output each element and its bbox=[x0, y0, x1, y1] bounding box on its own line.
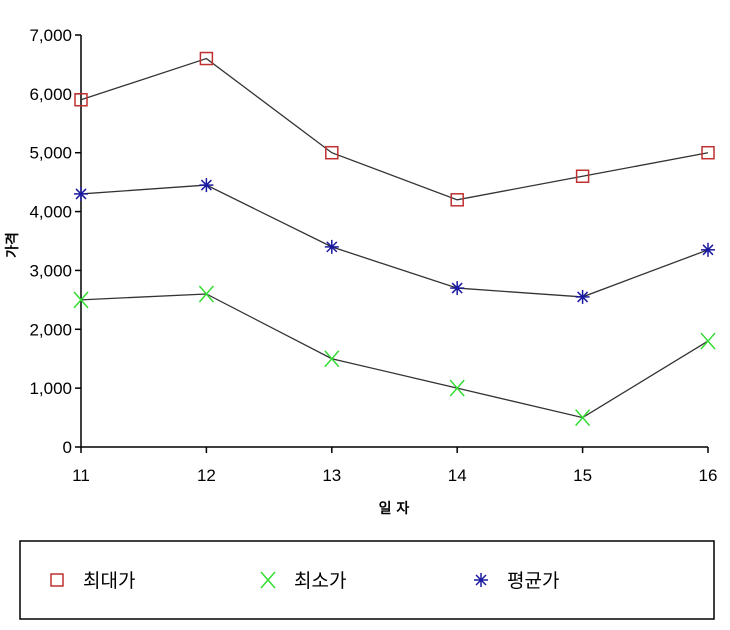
data-point-2 bbox=[324, 350, 340, 368]
series-layer bbox=[73, 51, 716, 427]
data-point-2 bbox=[575, 409, 591, 427]
data-point-3 bbox=[450, 281, 465, 296]
x-tick-label: 11 bbox=[72, 466, 90, 485]
x-axis-title: 일 자 bbox=[379, 501, 410, 517]
y-tick-label: 1,000 bbox=[29, 379, 72, 398]
y-tick-label: 7,000 bbox=[29, 26, 72, 45]
legend-box bbox=[19, 540, 715, 620]
x-axis-ticks: 11 12 13 14 15 16 bbox=[72, 447, 717, 485]
data-point-1 bbox=[450, 193, 464, 207]
legend-item-1: 최대가 bbox=[50, 570, 135, 592]
legend-label-3: 평균가 bbox=[507, 570, 559, 592]
y-axis-ticks: 0 1,000 2,000 3,000 4,000 5,000 6,000 7,000 bbox=[29, 26, 81, 457]
series-line-3 bbox=[80, 184, 709, 298]
data-point-3 bbox=[74, 186, 88, 201]
legend-item-3: 평균가 bbox=[474, 570, 559, 592]
legend-label-2: 최소가 bbox=[294, 570, 346, 592]
y-tick-label: 3,000 bbox=[29, 261, 72, 280]
legend-marker-1 bbox=[50, 573, 64, 587]
data-point-2 bbox=[700, 332, 716, 350]
legend-marker-3 bbox=[474, 573, 488, 587]
y-tick-label: 4,000 bbox=[29, 203, 72, 222]
x-tick-label: 14 bbox=[448, 466, 467, 485]
y-tick-label: 6,000 bbox=[29, 85, 72, 104]
data-point-3 bbox=[199, 178, 214, 193]
data-point-2 bbox=[449, 379, 465, 397]
y-tick-label: 5,000 bbox=[29, 144, 72, 163]
data-point-2 bbox=[73, 291, 89, 309]
series-line-1 bbox=[80, 57, 709, 201]
x-tick-label: 15 bbox=[573, 466, 592, 485]
y-tick-label: 2,000 bbox=[29, 320, 72, 339]
data-point-3 bbox=[324, 239, 339, 254]
legend-item-2: 최소가 bbox=[260, 570, 346, 592]
data-point-1 bbox=[199, 51, 214, 66]
y-tick-label: 0 bbox=[63, 438, 72, 457]
data-point-2 bbox=[198, 285, 214, 303]
x-tick-label: 12 bbox=[197, 466, 216, 485]
data-point-1 bbox=[701, 145, 715, 160]
legend: 최대가 최소가 평균가 bbox=[19, 540, 715, 620]
data-point-3 bbox=[575, 289, 590, 304]
data-point-1 bbox=[575, 169, 590, 184]
series-line-2 bbox=[80, 293, 709, 419]
y-axis-title: 가격 bbox=[4, 232, 21, 258]
x-tick-label: 16 bbox=[699, 466, 718, 485]
x-tick-label: 13 bbox=[322, 466, 341, 485]
legend-marker-2 bbox=[260, 571, 276, 589]
data-point-1 bbox=[74, 92, 88, 107]
legend-label-1: 최대가 bbox=[83, 570, 135, 592]
data-point-1 bbox=[325, 145, 339, 160]
legend-items: 최대가 최소가 평균가 bbox=[50, 570, 559, 592]
data-point-3 bbox=[701, 242, 715, 257]
